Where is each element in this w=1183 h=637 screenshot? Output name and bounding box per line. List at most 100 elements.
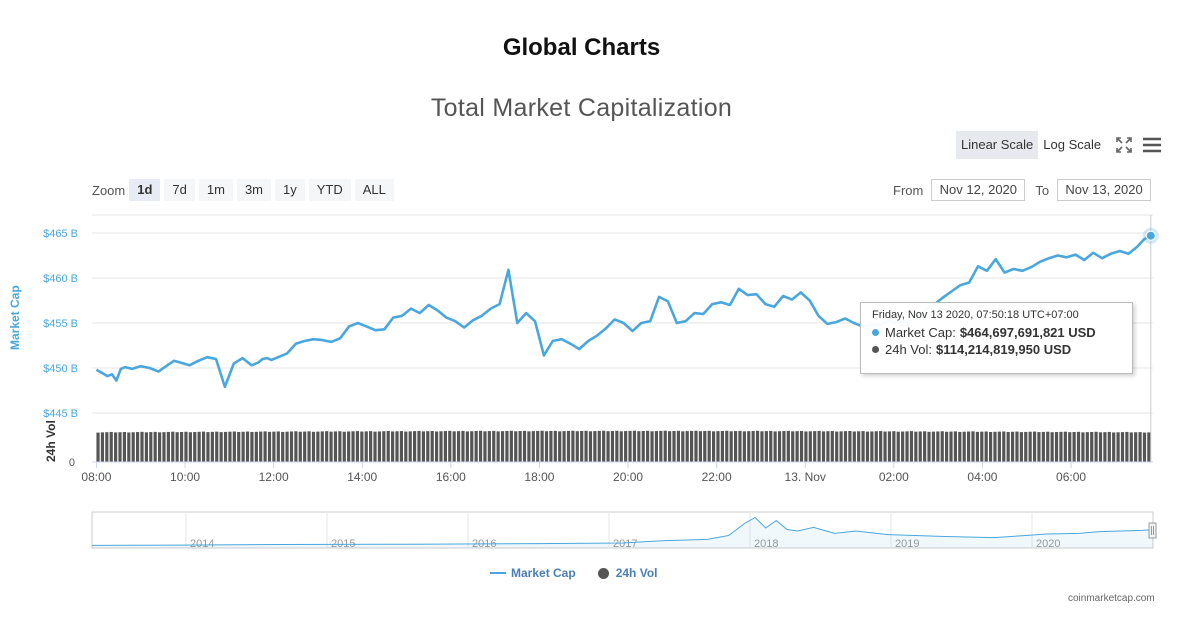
volume-bar — [540, 430, 544, 462]
to-date-input[interactable]: Nov 13, 2020 — [1057, 179, 1152, 201]
volume-bar — [742, 431, 746, 462]
zoom-1d-button[interactable]: 1d — [129, 179, 161, 201]
legend-item-volume[interactable]: 24h Vol — [597, 566, 657, 580]
volume-bar — [1098, 432, 1103, 462]
navigator-year-label: 2019 — [895, 538, 919, 550]
volume-bar — [879, 431, 883, 462]
volume-bar — [544, 431, 549, 462]
volume-bar — [1019, 432, 1023, 462]
volume-bar — [1002, 431, 1006, 462]
navigator-year-label: 2018 — [754, 538, 778, 550]
volume-bar — [531, 431, 535, 462]
volume-bar — [733, 431, 738, 462]
volume-bar — [157, 432, 162, 462]
legend: Market Cap 24h Vol — [490, 566, 679, 580]
volume-bar — [478, 430, 483, 462]
chart-toolbar: Linear Scale Log Scale — [956, 131, 1162, 159]
volume-bar — [250, 432, 254, 462]
volume-bar — [1147, 432, 1151, 462]
volume-bar — [1081, 432, 1085, 462]
volume-bar — [606, 431, 610, 462]
volume-bar — [1134, 432, 1138, 462]
volume-bar — [918, 431, 922, 462]
zoom-7d-button[interactable]: 7d — [164, 179, 195, 201]
volume-bar — [962, 431, 966, 462]
volume-tick-label: 0 — [69, 457, 75, 469]
navigator-handle[interactable] — [1148, 522, 1157, 539]
volume-bar — [940, 431, 944, 462]
zoom-3m-button[interactable]: 3m — [236, 179, 271, 201]
volume-bar — [874, 431, 878, 462]
volume-bar — [391, 431, 395, 462]
navigator-frame — [91, 511, 1154, 549]
volume-dot-icon — [872, 346, 879, 353]
volume-bar — [755, 430, 760, 462]
volume-bar — [254, 431, 258, 462]
volume-bar — [892, 431, 896, 462]
volume-bar — [377, 431, 382, 462]
volume-bar — [329, 431, 333, 462]
volume-bar — [140, 431, 144, 462]
volume-bar — [461, 430, 465, 462]
legend-item-market-cap[interactable]: Market Cap — [490, 566, 576, 580]
zoom-1y-button[interactable]: 1y — [275, 179, 305, 201]
navigator-year-label: 2017 — [613, 538, 637, 550]
volume-bar — [153, 431, 157, 462]
volume-bar — [522, 430, 527, 462]
volume-bar — [127, 432, 131, 462]
volume-bar — [1068, 432, 1072, 462]
volume-bar — [865, 431, 870, 462]
volume-bar — [703, 431, 707, 462]
volume-bar — [852, 431, 856, 462]
volume-bar — [927, 431, 931, 462]
volume-bar — [1116, 432, 1120, 462]
volume-bar — [171, 431, 175, 462]
menu-icon[interactable] — [1142, 135, 1162, 155]
volume-bar — [571, 430, 575, 462]
x-tick-label: 06:00 — [1056, 470, 1086, 484]
volume-bar — [729, 431, 733, 462]
chart-title: Total Market Capitalization — [430, 94, 733, 122]
zoom-ytd-button[interactable]: YTD — [308, 179, 351, 201]
volume-bar — [711, 431, 716, 462]
linear-scale-button[interactable]: Linear Scale — [956, 131, 1039, 159]
volume-bar — [830, 431, 834, 462]
tooltip-date: Friday, Nov 13 2020, 07:50:18 UTC+07:00 — [872, 309, 1079, 321]
volume-bar — [1072, 432, 1076, 462]
zoom-all-button[interactable]: ALL — [354, 179, 394, 201]
volume-bar — [813, 431, 817, 462]
volume-bar — [646, 430, 650, 462]
volume-bar — [219, 432, 223, 462]
volume-bar — [716, 431, 720, 462]
tooltip-volume-label: 24h Vol: — [885, 342, 932, 357]
zoom-1m-button[interactable]: 1m — [198, 179, 233, 201]
credits-link[interactable]: coinmarketcap.com — [1068, 593, 1155, 604]
volume-bar — [773, 431, 777, 462]
volume-bar — [245, 431, 250, 462]
fullscreen-icon[interactable] — [1114, 135, 1134, 155]
volume-bar — [474, 431, 478, 462]
volume-bar — [210, 431, 214, 462]
tooltip-market-cap-value: $464,697,691,821 USD — [959, 325, 1096, 340]
volume-bar — [923, 431, 927, 462]
volume-bar — [320, 431, 324, 462]
volume-bar — [1076, 431, 1081, 462]
volume-bar — [382, 431, 386, 462]
volume-bar — [96, 432, 100, 462]
volume-bars — [92, 430, 1153, 463]
volume-bar — [654, 431, 659, 462]
volume-bar — [826, 431, 830, 462]
volume-bar — [725, 430, 729, 462]
volume-bar — [672, 431, 676, 462]
volume-bar — [637, 431, 641, 462]
volume-bar — [668, 431, 672, 462]
from-date-input[interactable]: Nov 12, 2020 — [931, 179, 1026, 201]
volume-bar — [285, 431, 289, 462]
log-scale-button[interactable]: Log Scale — [1043, 137, 1102, 152]
volume-bar — [650, 431, 654, 462]
volume-bar — [1112, 432, 1116, 462]
x-tick-label: 22:00 — [702, 470, 732, 484]
volume-bar — [984, 431, 988, 462]
volume-bar — [434, 431, 439, 462]
